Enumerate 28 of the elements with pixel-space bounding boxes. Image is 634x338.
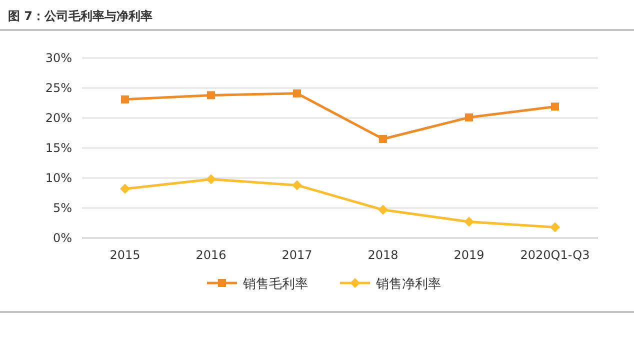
x-tick-label: 2015 bbox=[110, 248, 140, 262]
point bbox=[464, 216, 474, 227]
legend-label: 销售净利率 bbox=[375, 276, 441, 292]
point bbox=[121, 95, 129, 104]
y-tick-label: 0% bbox=[52, 231, 72, 245]
point bbox=[550, 222, 560, 232]
y-tick-label: 5% bbox=[52, 201, 72, 215]
point bbox=[120, 184, 130, 194]
y-tick-label: 10% bbox=[45, 171, 72, 185]
x-tick-label: 2020Q1-Q3 bbox=[520, 248, 590, 262]
point bbox=[465, 113, 473, 122]
point bbox=[207, 91, 215, 100]
y-tick-label: 20% bbox=[45, 111, 72, 125]
point bbox=[379, 135, 387, 143]
point bbox=[378, 204, 388, 215]
point bbox=[293, 89, 301, 98]
point bbox=[206, 174, 216, 184]
point bbox=[551, 102, 559, 111]
x-tick-label: 2017 bbox=[282, 248, 312, 262]
y-tick-label: 30% bbox=[45, 51, 72, 65]
chart-title: 图 7：公司毛利率与净利率 bbox=[8, 9, 153, 23]
x-tick-label: 2016 bbox=[196, 248, 226, 262]
legend-label: 销售毛利率 bbox=[242, 276, 308, 292]
y-tick-label: 25% bbox=[45, 81, 72, 95]
x-tick-label: 2019 bbox=[454, 248, 484, 262]
y-tick-label: 15% bbox=[45, 141, 72, 155]
point bbox=[292, 180, 302, 190]
x-tick-label: 2018 bbox=[368, 248, 398, 262]
